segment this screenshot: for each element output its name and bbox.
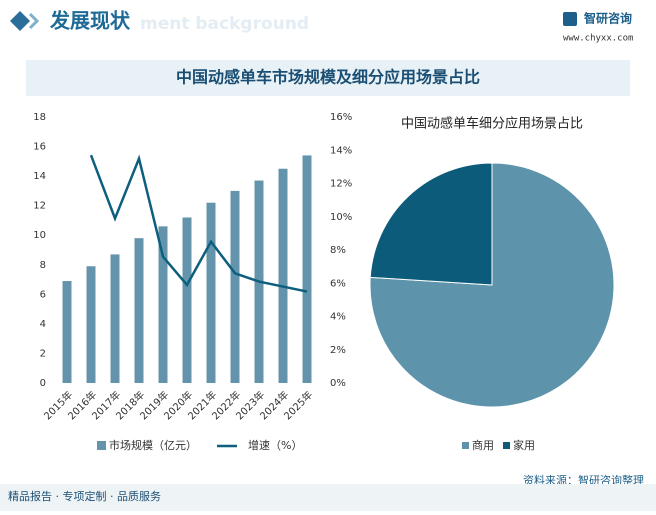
y2-tick-label: 12% — [330, 179, 352, 190]
bar — [206, 202, 216, 383]
footer: 精品报告 · 专项定制 · 品质服务 — [8, 489, 161, 503]
legend-swatch — [97, 441, 106, 450]
y-tick-label: 8 — [40, 260, 46, 271]
y2-tick-label: 6% — [330, 278, 346, 289]
logo-text: 智研咨询 — [583, 11, 632, 26]
y-tick-label: 10 — [33, 230, 46, 241]
legend-label: 增速（%） — [248, 438, 302, 452]
legend-swatch — [503, 442, 510, 449]
legend-swatch — [462, 442, 469, 449]
logo-icon — [563, 12, 577, 26]
chart-title: 中国动感单车市场规模及细分应用场景占比 — [176, 68, 480, 87]
y-tick-label: 14 — [33, 171, 46, 182]
y-tick-label: 18 — [33, 112, 46, 123]
header-watermark: ment background — [140, 14, 309, 34]
title-band — [26, 60, 630, 96]
pie-title: 中国动感单车细分应用场景占比 — [401, 116, 583, 132]
y-tick-label: 4 — [40, 319, 46, 330]
y-tick-label: 16 — [33, 142, 46, 153]
y2-tick-label: 14% — [330, 145, 352, 156]
bar — [86, 266, 96, 383]
header-title: 发展现状 — [49, 9, 131, 33]
y-tick-label: 0 — [40, 378, 46, 389]
y2-tick-label: 8% — [330, 245, 346, 256]
legend-label: 市场规模（亿元） — [109, 438, 197, 452]
bar — [110, 254, 120, 383]
header-icon — [28, 12, 40, 30]
bar — [182, 217, 192, 383]
legend-label: 商用 — [472, 438, 494, 452]
legend-label: 家用 — [513, 438, 535, 452]
y2-tick-label: 2% — [330, 345, 346, 356]
y-tick-label: 2 — [40, 348, 46, 359]
y-tick-label: 6 — [40, 289, 46, 300]
bar — [302, 155, 312, 383]
header-icon — [10, 11, 30, 31]
line — [89, 154, 308, 293]
logo-url: www.chyxx.com — [563, 34, 633, 44]
y2-tick-label: 4% — [330, 312, 346, 323]
bar — [230, 190, 240, 383]
y2-tick-label: 0% — [330, 378, 346, 389]
y2-tick-label: 10% — [330, 212, 352, 223]
y-tick-label: 12 — [33, 201, 46, 212]
footer-band — [0, 484, 656, 511]
source: 资料来源：智研咨询整理 — [523, 473, 644, 487]
bar — [278, 168, 288, 383]
bar — [62, 281, 72, 383]
pie-slice — [369, 162, 493, 286]
bar — [134, 238, 144, 383]
bar — [158, 226, 168, 383]
y2-tick-label: 16% — [330, 112, 352, 123]
